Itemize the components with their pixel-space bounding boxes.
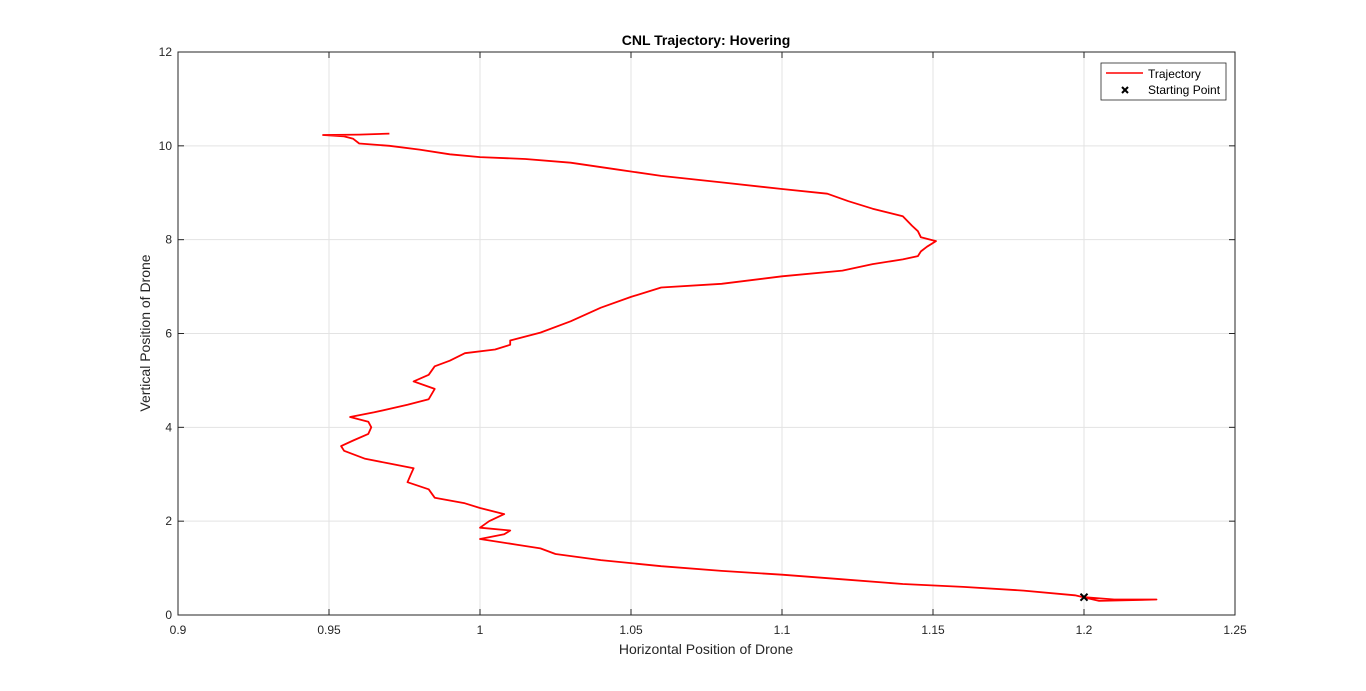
starting-point-marker <box>1079 592 1089 602</box>
x-axis-label: Horizontal Position of Drone <box>619 641 794 657</box>
y-tick-labels: 0 2 4 6 8 10 12 <box>159 45 173 622</box>
y-axis-label: Vertical Position of Drone <box>137 254 153 411</box>
y-tick-label: 4 <box>165 420 172 434</box>
y-tick-label: 2 <box>165 514 172 528</box>
legend-start-label: Starting Point <box>1148 83 1221 97</box>
x-tick-label: 0.95 <box>317 623 341 637</box>
x-tick-label: 1.05 <box>619 623 643 637</box>
tick-marks <box>177 51 1236 616</box>
y-tick-label: 10 <box>159 139 173 153</box>
y-tick-label: 12 <box>159 45 173 59</box>
legend-start-marker <box>1121 86 1129 94</box>
data-series <box>322 132 1158 602</box>
legend[interactable]: Trajectory Starting Point <box>1100 62 1227 101</box>
y-tick-label: 6 <box>165 327 172 341</box>
x-tick-label: 0.9 <box>170 623 187 637</box>
x-tick-label: 1 <box>477 623 484 637</box>
trajectory-line <box>322 132 1158 602</box>
y-tick-label: 0 <box>165 608 172 622</box>
x-tick-label: 1.1 <box>774 623 791 637</box>
plot-area <box>177 51 1236 616</box>
x-tick-labels: 0.9 0.95 1 1.05 1.1 1.15 1.2 1.25 <box>170 623 1247 637</box>
x-tick-label: 1.2 <box>1076 623 1093 637</box>
y-tick-label: 8 <box>165 233 172 247</box>
legend-box <box>1100 62 1227 101</box>
chart-title: CNL Trajectory: Hovering <box>622 32 791 48</box>
x-tick-label: 1.25 <box>1223 623 1247 637</box>
legend-trajectory-label: Trajectory <box>1148 67 1201 81</box>
x-tick-label: 1.15 <box>921 623 945 637</box>
